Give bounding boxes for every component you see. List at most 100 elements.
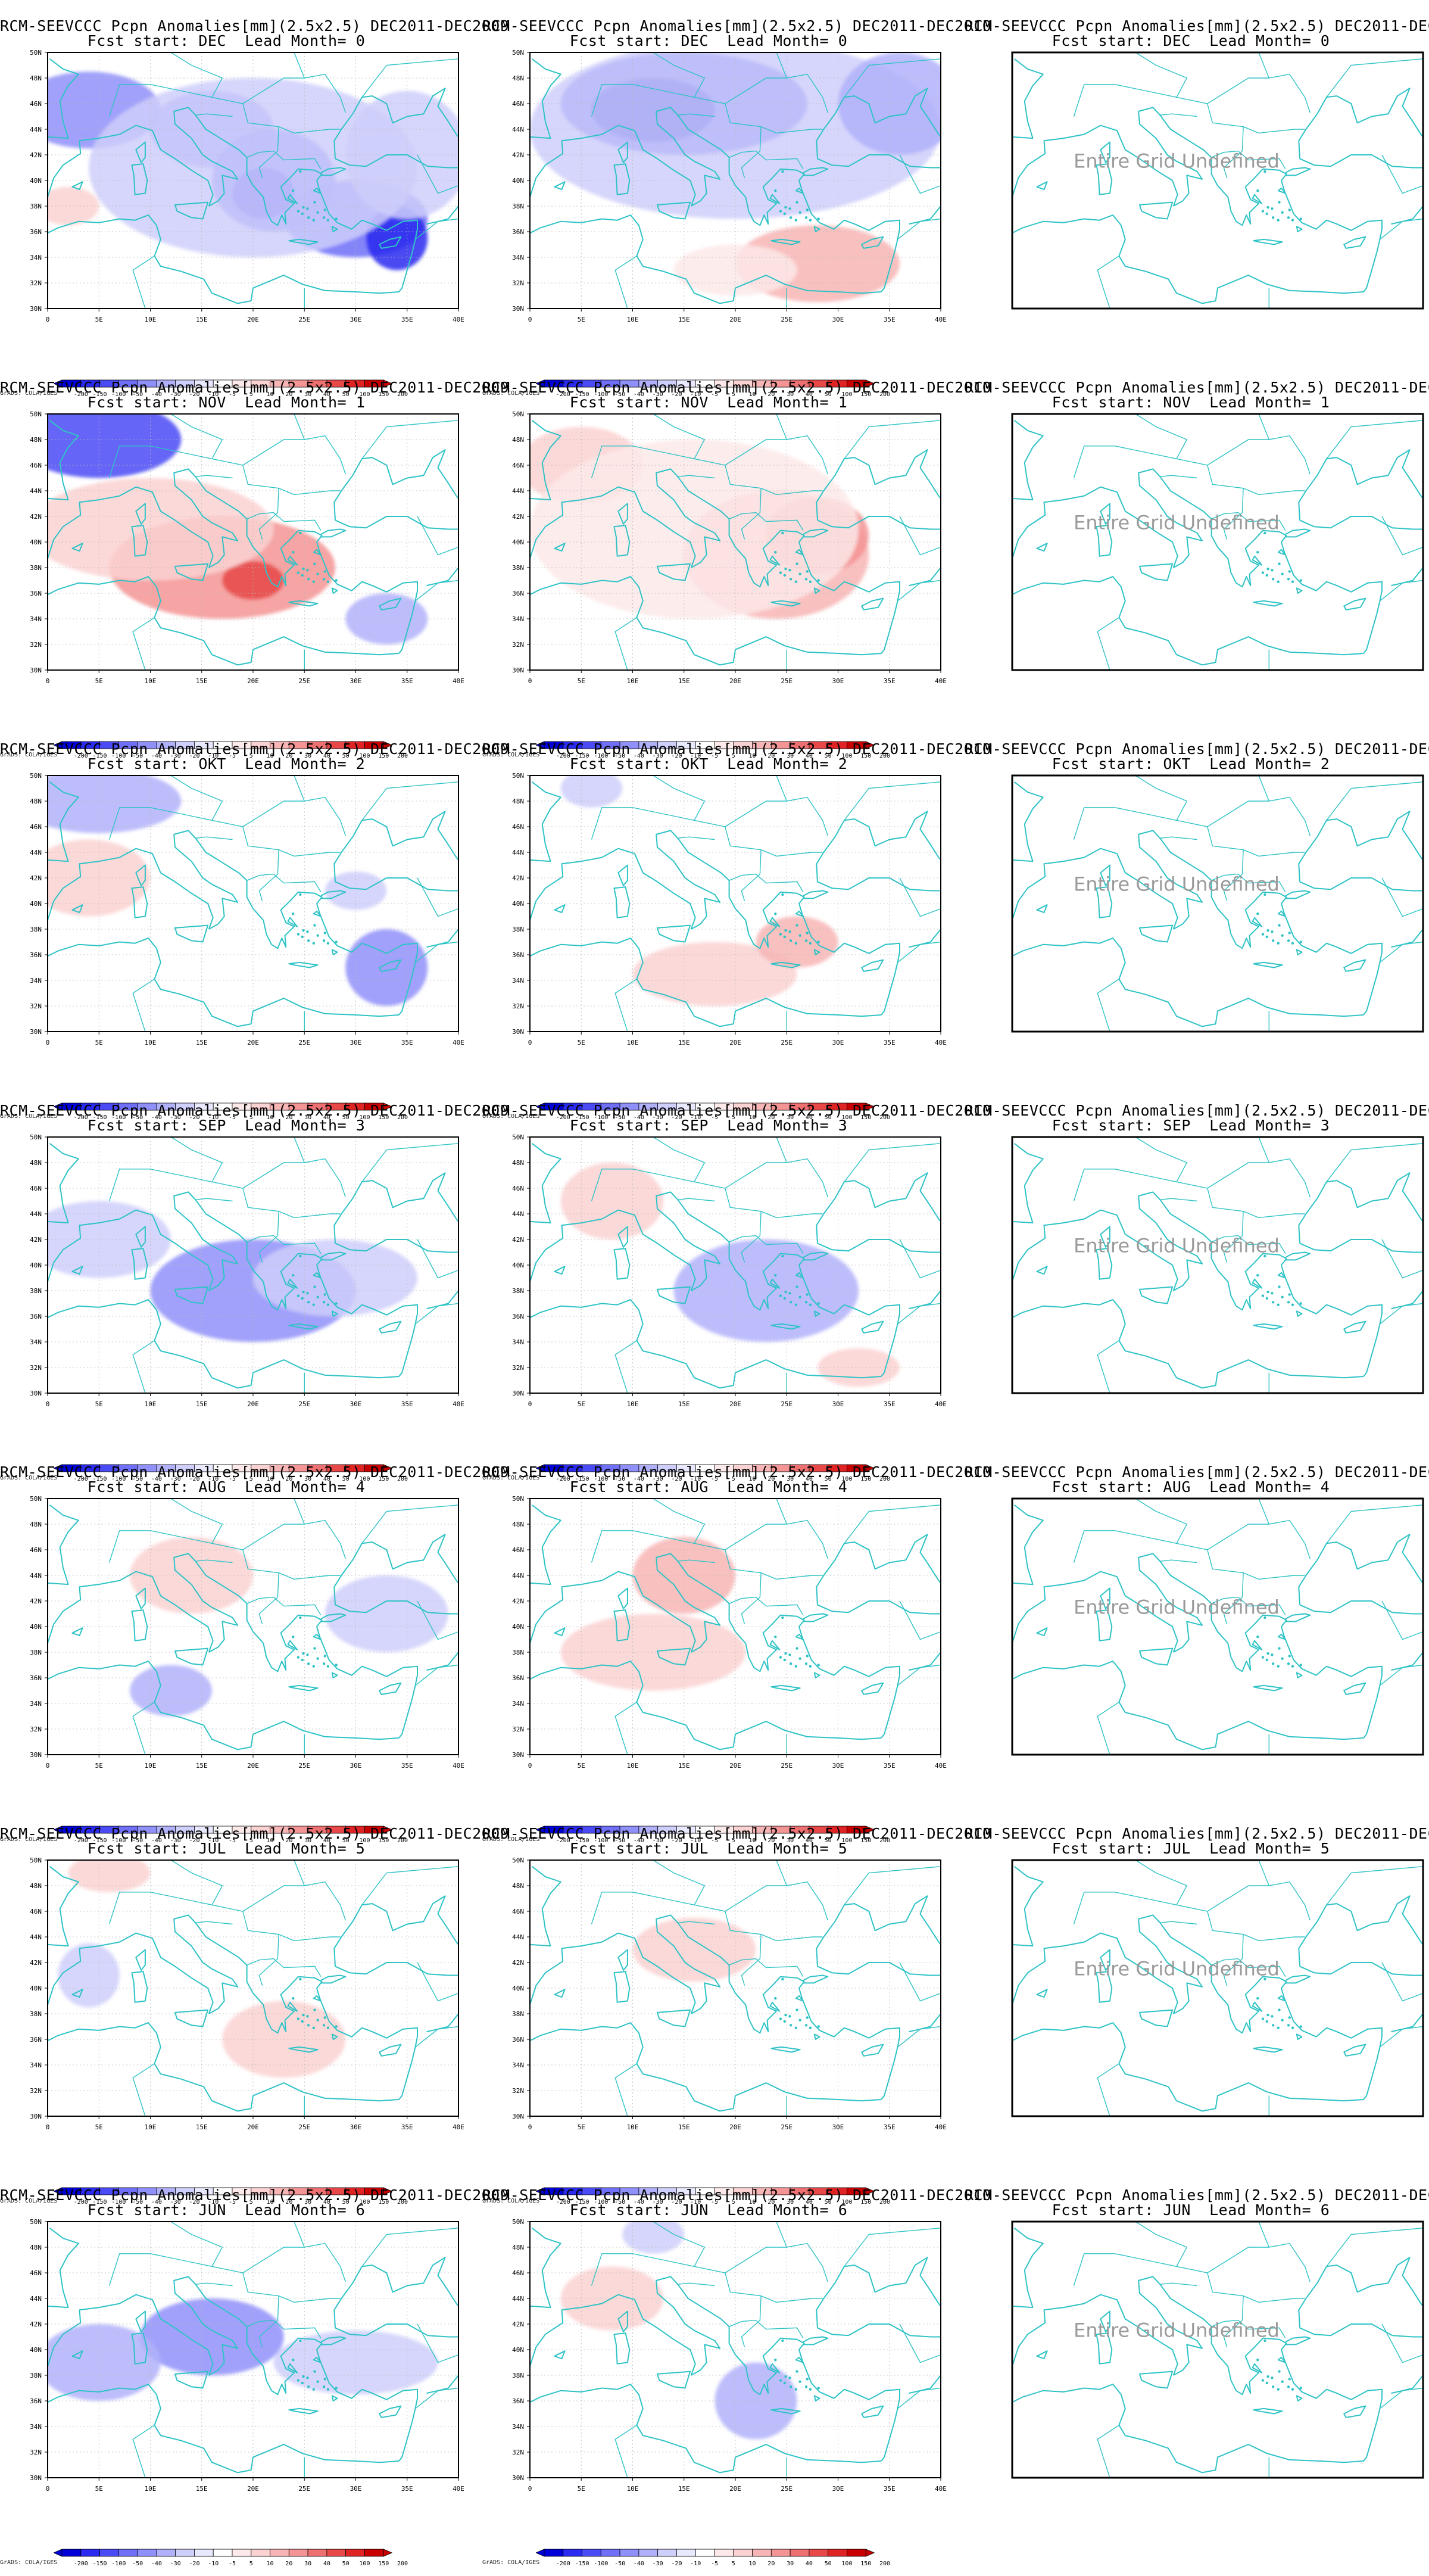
lon-tick-label: 10E xyxy=(145,2485,157,2493)
panel-subtitle: Fcst start: DEC Lead Month= 0 xyxy=(482,33,935,49)
lon-tick-label: 10E xyxy=(627,2123,639,2131)
lon-tick-label: 20E xyxy=(247,1762,259,1770)
grads-credit: GrADS: COLA/IGES xyxy=(482,2559,539,2566)
undefined-grid-label: Entire Grid Undefined xyxy=(1074,1596,1280,1619)
lon-tick-label: 5E xyxy=(95,1039,103,1046)
lat-tick-label: 34N xyxy=(512,2061,524,2069)
lat-tick-label: 40N xyxy=(30,1985,42,1992)
panel-title: RCM-SEEVCCC Pcpn Anomalies[mm](2.5x2.5) … xyxy=(0,1464,453,1480)
lon-tick-label: 15E xyxy=(678,1039,690,1046)
lon-tick-label: 35E xyxy=(884,316,896,323)
lat-tick-label: 44N xyxy=(30,126,42,133)
panel-subtitle: Fcst start: AUG Lead Month= 4 xyxy=(482,1479,935,1495)
lat-tick-label: 44N xyxy=(30,487,42,495)
map-panel: RCM-SEEVCCC Pcpn Anomalies[mm](2.5x2.5) … xyxy=(0,1446,464,1803)
lat-tick-label: 42N xyxy=(30,2320,42,2328)
lat-tick-label: 32N xyxy=(512,641,524,649)
lon-tick-label: 25E xyxy=(298,316,310,323)
lat-tick-label: 30N xyxy=(512,1390,524,1397)
lon-tick-label: 10E xyxy=(145,316,157,323)
lon-tick-label: 25E xyxy=(298,2123,310,2131)
lat-tick-label: 40N xyxy=(512,1261,524,1269)
negative-anomaly-area xyxy=(325,1575,448,1652)
lon-tick-label: 5E xyxy=(578,2123,585,2131)
colorbar-swatch xyxy=(601,2549,620,2556)
lon-tick-label: 10E xyxy=(145,1400,157,1408)
anomaly-shading xyxy=(633,1918,756,1982)
colorbar-swatch xyxy=(771,2549,790,2556)
lat-tick-label: 48N xyxy=(512,1159,524,1167)
panel-title: RCM-SEEVCCC Pcpn Anomalies[mm](2.5x2.5) … xyxy=(965,1102,1417,1119)
map-panel: RCM-SEEVCCC Pcpn Anomalies[mm](2.5x2.5) … xyxy=(482,1446,947,1803)
map-plot: Entire Grid Undefined xyxy=(965,2218,1429,2504)
map-panel-grid: RCM-SEEVCCC Pcpn Anomalies[mm](2.5x2.5) … xyxy=(0,0,1429,2502)
lon-tick-label: 30E xyxy=(350,677,362,685)
lat-tick-label: 36N xyxy=(512,2036,524,2044)
lon-tick-label: 40E xyxy=(935,2485,947,2493)
lat-tick-label: 30N xyxy=(512,305,524,313)
lon-tick-label: 25E xyxy=(781,677,792,685)
negative-anomaly-area xyxy=(130,1665,212,1717)
map-panel: RCM-SEEVCCC Pcpn Anomalies[mm](2.5x2.5) … xyxy=(0,723,464,1080)
lon-tick-label: 40E xyxy=(453,316,464,323)
lon-tick-label: 35E xyxy=(401,1762,413,1770)
lat-tick-label: 44N xyxy=(30,1210,42,1218)
map-panel: RCM-SEEVCCC Pcpn Anomalies[mm](2.5x2.5) … xyxy=(0,0,464,357)
colorbar-swatch xyxy=(213,2549,232,2556)
lon-tick-label: 30E xyxy=(832,1400,844,1408)
lon-tick-label: 20E xyxy=(729,677,741,685)
map-panel: RCM-SEEVCCC Pcpn Anomalies[mm](2.5x2.5) … xyxy=(482,1808,947,2165)
positive-anomaly-area xyxy=(633,1918,756,1982)
lat-tick-label: 34N xyxy=(512,615,524,623)
lon-tick-label: 0 xyxy=(528,1039,532,1046)
lat-tick-label: 38N xyxy=(30,1649,42,1656)
colorbar-label: 20 xyxy=(285,2561,292,2567)
colorbar-label: -5 xyxy=(711,2561,718,2567)
lat-tick-label: 32N xyxy=(30,1002,42,1010)
lat-tick-label: 36N xyxy=(512,1674,524,1682)
colorbar-swatch xyxy=(753,2549,772,2556)
lat-tick-label: 40N xyxy=(30,177,42,185)
lat-tick-label: 38N xyxy=(30,1287,42,1295)
lat-tick-label: 44N xyxy=(30,1572,42,1580)
lat-tick-label: 30N xyxy=(30,305,42,313)
lat-tick-label: 44N xyxy=(512,2295,524,2303)
lat-tick-label: 38N xyxy=(512,564,524,572)
lat-tick-label: 50N xyxy=(512,1133,524,1141)
lon-tick-label: 35E xyxy=(401,316,413,323)
lat-tick-label: 30N xyxy=(30,2474,42,2482)
colorbar-label: -200 xyxy=(556,2561,570,2567)
lon-tick-label: 40E xyxy=(453,2485,464,2493)
lat-tick-label: 50N xyxy=(30,2218,42,2226)
lat-tick-label: 46N xyxy=(512,823,524,831)
lat-tick-label: 46N xyxy=(30,1185,42,1192)
colorbar-swatch xyxy=(308,2549,327,2556)
lat-tick-label: 48N xyxy=(30,436,42,444)
lat-tick-label: 32N xyxy=(512,1725,524,1733)
map-panel: RCM-SEEVCCC Pcpn Anomalies[mm](2.5x2.5) … xyxy=(965,1085,1429,1442)
lat-tick-label: 42N xyxy=(512,2320,524,2328)
lat-tick-label: 36N xyxy=(512,1313,524,1320)
lat-tick-label: 32N xyxy=(30,2087,42,2095)
lat-tick-label: 36N xyxy=(512,951,524,959)
colorbar-label: -30 xyxy=(170,2561,181,2567)
map-plot: Entire Grid Undefined xyxy=(965,1495,1429,1781)
lat-tick-label: 44N xyxy=(512,487,524,495)
colorbar-label: 20 xyxy=(767,2561,775,2567)
lat-tick-label: 40N xyxy=(30,538,42,546)
map-panel: RCM-SEEVCCC Pcpn Anomalies[mm](2.5x2.5) … xyxy=(0,1808,464,2165)
colorbar-swatch xyxy=(639,2549,658,2556)
lon-tick-label: 25E xyxy=(298,1762,310,1770)
lat-tick-label: 32N xyxy=(512,279,524,287)
lon-tick-label: 10E xyxy=(627,2485,639,2493)
colorbar-swatch xyxy=(100,2549,119,2556)
map-panel: RCM-SEEVCCC Pcpn Anomalies[mm](2.5x2.5) … xyxy=(482,723,947,1080)
lon-tick-label: 15E xyxy=(196,316,208,323)
lat-tick-label: 32N xyxy=(512,1364,524,1372)
colorbar-swatch xyxy=(582,2549,601,2556)
lat-tick-label: 34N xyxy=(512,254,524,261)
panel-subtitle: Fcst start: SEP Lead Month= 3 xyxy=(0,1117,453,1133)
undefined-grid-label: Entire Grid Undefined xyxy=(1074,512,1280,534)
